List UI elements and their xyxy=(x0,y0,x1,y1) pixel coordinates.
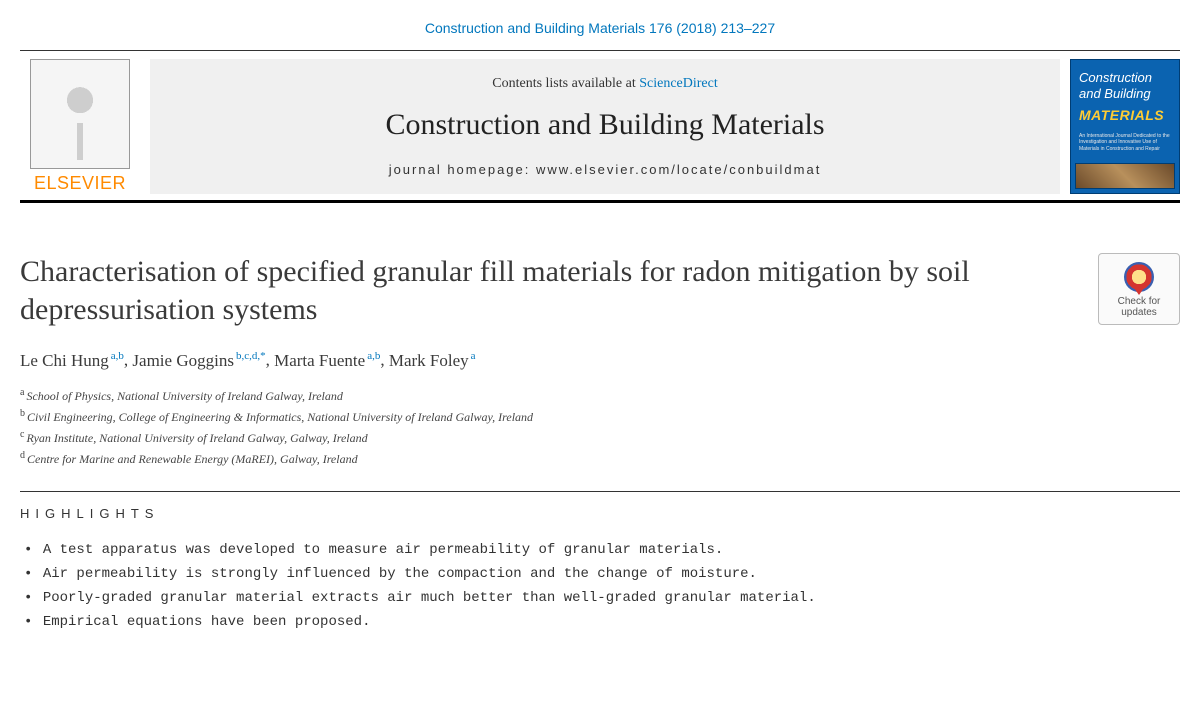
check-updates-line1: Check for xyxy=(1103,296,1175,307)
list-item: Air permeability is strongly influenced … xyxy=(24,563,1180,587)
sciencedirect-link[interactable]: ScienceDirect xyxy=(639,76,718,91)
journal-homepage[interactable]: journal homepage: www.elsevier.com/locat… xyxy=(389,162,822,177)
highlights-list: A test apparatus was developed to measur… xyxy=(20,539,1180,634)
journal-cover-thumbnail: Construction and Building MATERIALS An I… xyxy=(1070,59,1180,194)
crossmark-icon xyxy=(1124,262,1154,292)
author: Le Chi Hunga,b xyxy=(20,351,124,370)
cover-image xyxy=(1075,163,1175,189)
journal-name: Construction and Building Materials xyxy=(385,108,824,142)
affiliation: dCentre for Marine and Renewable Energy … xyxy=(20,448,1180,469)
contents-available-line: Contents lists available at ScienceDirec… xyxy=(492,76,718,92)
publisher-name: ELSEVIER xyxy=(34,173,126,194)
cover-line2: and Building xyxy=(1079,86,1171,102)
affiliation: bCivil Engineering, College of Engineeri… xyxy=(20,406,1180,427)
paper-title: Characterisation of specified granular f… xyxy=(20,253,1078,328)
check-for-updates-badge[interactable]: Check for updates xyxy=(1098,253,1180,325)
author: Jamie Gogginsb,c,d,* xyxy=(132,351,265,370)
journal-banner: Contents lists available at ScienceDirec… xyxy=(150,59,1060,194)
contents-prefix: Contents lists available at xyxy=(492,76,639,91)
elsevier-tree-icon xyxy=(30,59,130,169)
cover-subtitle: An International Journal Dedicated to th… xyxy=(1071,129,1179,157)
authors-line: Le Chi Hunga,b, Jamie Gogginsb,c,d,*, Ma… xyxy=(20,350,1180,371)
list-item: A test apparatus was developed to measur… xyxy=(24,539,1180,563)
top-rule xyxy=(20,50,1180,51)
cover-line1: Construction xyxy=(1079,70,1171,86)
journal-reference: Construction and Building Materials 176 … xyxy=(20,20,1180,36)
journal-header: ELSEVIER Contents lists available at Sci… xyxy=(20,59,1180,194)
list-item: Poorly-graded granular material extracts… xyxy=(24,587,1180,611)
highlights-heading: HIGHLIGHTS xyxy=(20,506,1180,521)
author: Mark Foleya xyxy=(389,351,476,370)
thick-rule xyxy=(20,200,1180,203)
author: Marta Fuentea,b xyxy=(274,351,380,370)
affiliations: aSchool of Physics, National University … xyxy=(20,385,1180,470)
check-updates-line2: updates xyxy=(1103,307,1175,318)
affiliation: aSchool of Physics, National University … xyxy=(20,385,1180,406)
list-item: Empirical equations have been proposed. xyxy=(24,611,1180,635)
publisher-logo: ELSEVIER xyxy=(20,59,140,194)
affiliation: cRyan Institute, National University of … xyxy=(20,427,1180,448)
section-rule xyxy=(20,491,1180,492)
cover-line3: MATERIALS xyxy=(1071,107,1179,123)
